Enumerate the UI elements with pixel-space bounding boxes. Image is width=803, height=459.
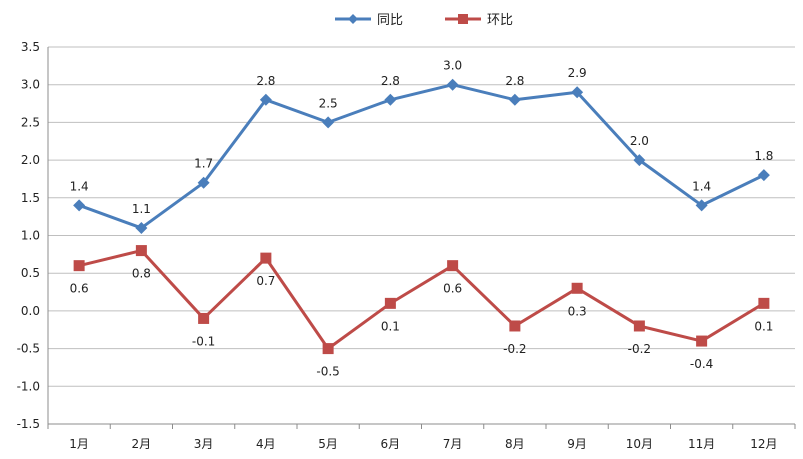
- y-tick-label: 2.0: [21, 153, 40, 167]
- data-label: 1.4: [70, 179, 89, 193]
- y-tick-label: -1.5: [17, 417, 40, 431]
- data-label: 2.8: [505, 74, 524, 88]
- data-point: [633, 154, 646, 167]
- data-label: -0.2: [628, 342, 651, 356]
- data-label: 2.8: [256, 74, 275, 88]
- x-tick-label: 11月: [688, 437, 715, 451]
- x-tick-label: 9月: [567, 437, 587, 451]
- legend-label: 环比: [487, 13, 513, 28]
- legend: 同比 环比: [335, 13, 513, 28]
- data-point: [73, 260, 85, 272]
- data-point: [384, 297, 396, 309]
- series-line-1: [78, 83, 765, 230]
- data-point: [322, 116, 335, 129]
- data-point: [322, 343, 334, 355]
- data-point: [384, 93, 397, 106]
- data-point: [696, 335, 708, 347]
- y-tick-label: 0.0: [21, 304, 40, 318]
- data-point: [758, 297, 770, 309]
- data-point: [509, 320, 521, 332]
- data-label: 2.5: [319, 96, 338, 110]
- data-point: [446, 78, 459, 91]
- data-label: -0.4: [690, 357, 713, 371]
- axes: 3.5 3.0 2.5 2.0 1.5 1.0 0.5 0.0 -0.5 -1.0 -1.5 1月 2月…: [17, 40, 796, 451]
- data-label: -0.5: [316, 365, 339, 379]
- data-label: 2.0: [630, 134, 649, 148]
- data-label: -0.1: [192, 334, 215, 348]
- y-tick-label: 1.5: [21, 191, 40, 205]
- x-tick-label: 8月: [505, 437, 525, 451]
- y-tick-label: 3.5: [21, 40, 40, 54]
- x-tick-label: 4月: [256, 437, 276, 451]
- y-tick-label: 0.5: [21, 266, 40, 280]
- x-tick-label: 6月: [381, 437, 401, 451]
- data-label: 3.0: [443, 59, 462, 73]
- data-label: 1.7: [194, 157, 213, 171]
- x-tick-label: 3月: [194, 437, 214, 451]
- data-point: [135, 221, 148, 234]
- y-tick-label: -1.0: [17, 379, 40, 393]
- data-point: [571, 282, 583, 294]
- data-label: 0.3: [568, 304, 587, 318]
- data-point: [198, 312, 210, 324]
- data-label: 0.6: [70, 282, 89, 296]
- data-label: 2.9: [568, 66, 587, 80]
- x-tick-label: 1月: [69, 437, 89, 451]
- data-label: 0.7: [256, 274, 275, 288]
- legend-marker: [348, 14, 358, 24]
- data-point: [135, 245, 147, 257]
- series: [73, 78, 770, 355]
- data-point: [695, 199, 708, 212]
- legend-marker: [458, 14, 468, 24]
- data-point: [508, 93, 521, 106]
- x-tick-label: 12月: [750, 437, 777, 451]
- data-point: [197, 176, 210, 189]
- y-tick-label: -0.5: [17, 342, 40, 356]
- data-label: 1.1: [132, 202, 151, 216]
- gridlines: [48, 46, 795, 425]
- x-tick-label: 5月: [318, 437, 338, 451]
- data-label: 0.1: [754, 319, 773, 333]
- data-label: 0.8: [132, 267, 151, 281]
- data-label: 1.8: [754, 149, 773, 163]
- y-tick-label: 3.0: [21, 78, 40, 92]
- data-point: [757, 169, 770, 182]
- y-tick-label: 2.5: [21, 115, 40, 129]
- data-point: [571, 86, 584, 99]
- data-label: 2.8: [381, 74, 400, 88]
- data-label: 0.6: [443, 282, 462, 296]
- data-labels: 1.4 1.1 1.7 2.8 2.5 2.8 3.0 2.8 2.9 2.0 1.4 1.8 0.6 0…: [70, 59, 774, 379]
- x-tick-label: 7月: [443, 437, 463, 451]
- data-label: 1.4: [692, 179, 711, 193]
- data-point: [73, 199, 86, 212]
- series-line-2: [78, 249, 765, 351]
- legend-label: 同比: [377, 13, 403, 28]
- x-tick-label: 10月: [626, 437, 653, 451]
- data-point: [260, 252, 272, 264]
- data-point: [447, 260, 459, 272]
- data-label: -0.2: [503, 342, 526, 356]
- data-point: [633, 320, 645, 332]
- data-point: [259, 93, 272, 106]
- y-tick-label: 1.0: [21, 229, 40, 243]
- x-tick-label: 2月: [132, 437, 152, 451]
- data-label: 0.1: [381, 319, 400, 333]
